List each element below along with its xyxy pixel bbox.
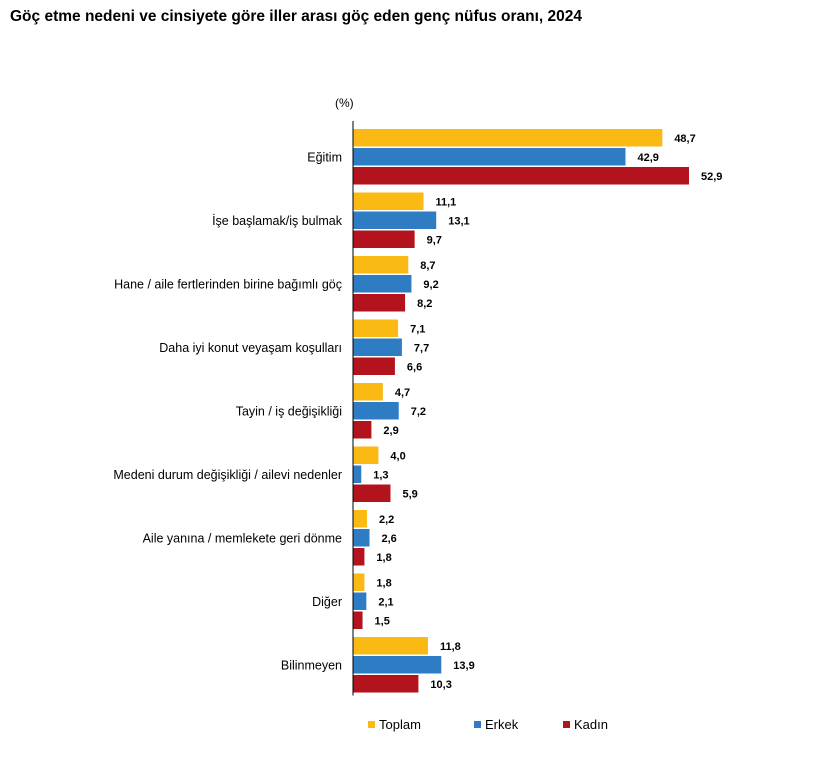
value-label: 2,9 bbox=[383, 425, 398, 437]
value-label: 13,1 bbox=[448, 215, 469, 227]
value-label: 7,1 bbox=[410, 323, 425, 335]
value-label: 11,1 bbox=[436, 196, 457, 208]
value-label: 11,8 bbox=[440, 641, 461, 653]
bar-erkek bbox=[353, 148, 626, 166]
value-label: 2,6 bbox=[382, 533, 397, 545]
bar-erkek bbox=[353, 592, 367, 610]
bar-kadın bbox=[353, 167, 689, 185]
bar-erkek bbox=[353, 529, 370, 547]
value-label: 9,7 bbox=[427, 234, 442, 246]
value-label: 7,2 bbox=[411, 406, 426, 418]
value-label: 5,9 bbox=[402, 488, 417, 500]
bar-erkek bbox=[353, 275, 412, 293]
bar-toplam bbox=[353, 129, 663, 147]
category-label: İşe başlamak/iş bulmak bbox=[212, 214, 343, 228]
bar-kadın bbox=[353, 675, 419, 693]
legend-label-toplam: Toplam bbox=[379, 717, 421, 732]
value-label: 1,5 bbox=[375, 615, 390, 627]
value-label: 4,0 bbox=[390, 450, 405, 462]
value-label: 1,8 bbox=[376, 552, 391, 564]
value-label: 6,6 bbox=[407, 361, 422, 373]
bar-toplam bbox=[353, 573, 365, 591]
value-label: 8,2 bbox=[417, 298, 432, 310]
legend-label-erkek: Erkek bbox=[485, 717, 519, 732]
value-label: 52,9 bbox=[701, 171, 722, 183]
value-label: 10,3 bbox=[430, 679, 451, 691]
bar-erkek bbox=[353, 211, 437, 229]
bar-toplam bbox=[353, 446, 379, 464]
bar-toplam bbox=[353, 319, 399, 337]
category-label: Diğer bbox=[312, 595, 342, 609]
value-label: 13,9 bbox=[453, 660, 474, 672]
bar-toplam bbox=[353, 256, 409, 274]
bar-toplam bbox=[353, 383, 383, 401]
bar-kadın bbox=[353, 357, 395, 375]
value-label: 8,7 bbox=[420, 260, 435, 272]
value-label: 1,8 bbox=[376, 577, 391, 589]
value-label: 48,7 bbox=[674, 133, 695, 145]
value-labels: 48,7 42,9 52,9 11,1 13,1 9,7 8,7 9,2 8,2 7,1 7,7 6,… bbox=[373, 133, 722, 691]
bar-kadın bbox=[353, 611, 363, 629]
bar-kadın bbox=[353, 548, 365, 566]
category-label: Hane / aile fertlerinden birine bağımlı … bbox=[114, 277, 342, 291]
legend-label-kadın: Kadın bbox=[574, 717, 608, 732]
legend: Toplam Erkek Kadın bbox=[368, 717, 608, 732]
chart-title: Göç etme nedeni ve cinsiyete göre iller … bbox=[10, 8, 582, 25]
value-label: 4,7 bbox=[395, 387, 410, 399]
value-label: 2,2 bbox=[379, 514, 394, 526]
bar-erkek bbox=[353, 338, 402, 356]
bar-erkek bbox=[353, 465, 362, 483]
bar-kadın bbox=[353, 484, 391, 502]
bars bbox=[353, 129, 689, 693]
value-label: 2,1 bbox=[378, 596, 393, 608]
category-label: Eğitim bbox=[307, 150, 342, 164]
value-label: 42,9 bbox=[637, 152, 658, 164]
bar-toplam bbox=[353, 510, 367, 528]
bar-kadın bbox=[353, 230, 415, 248]
value-label: 9,2 bbox=[423, 279, 438, 291]
category-label: Bilinmeyen bbox=[281, 658, 342, 672]
bar-kadın bbox=[353, 294, 406, 312]
category-label: Tayin / iş değişikliği bbox=[236, 404, 342, 418]
category-label: Daha iyi konut veyaşam koşulları bbox=[159, 341, 342, 355]
unit-label: (%) bbox=[335, 96, 354, 110]
category-labels: Eğitim İşe başlamak/iş bulmak Hane / aile … bbox=[113, 150, 342, 672]
category-label: Medeni durum değişikliği / ailevi nedenl… bbox=[113, 468, 342, 482]
bar-kadın bbox=[353, 421, 372, 439]
value-label: 7,7 bbox=[414, 342, 429, 354]
value-label: 1,3 bbox=[373, 469, 388, 481]
bar-toplam bbox=[353, 192, 424, 210]
legend-swatch-toplam bbox=[368, 721, 375, 728]
category-label: Aile yanına / memlekete geri dönme bbox=[143, 531, 342, 545]
legend-swatch-kadın bbox=[563, 721, 570, 728]
bar-erkek bbox=[353, 656, 442, 674]
bar-erkek bbox=[353, 402, 399, 420]
bar-toplam bbox=[353, 637, 428, 655]
legend-swatch-erkek bbox=[474, 721, 481, 728]
